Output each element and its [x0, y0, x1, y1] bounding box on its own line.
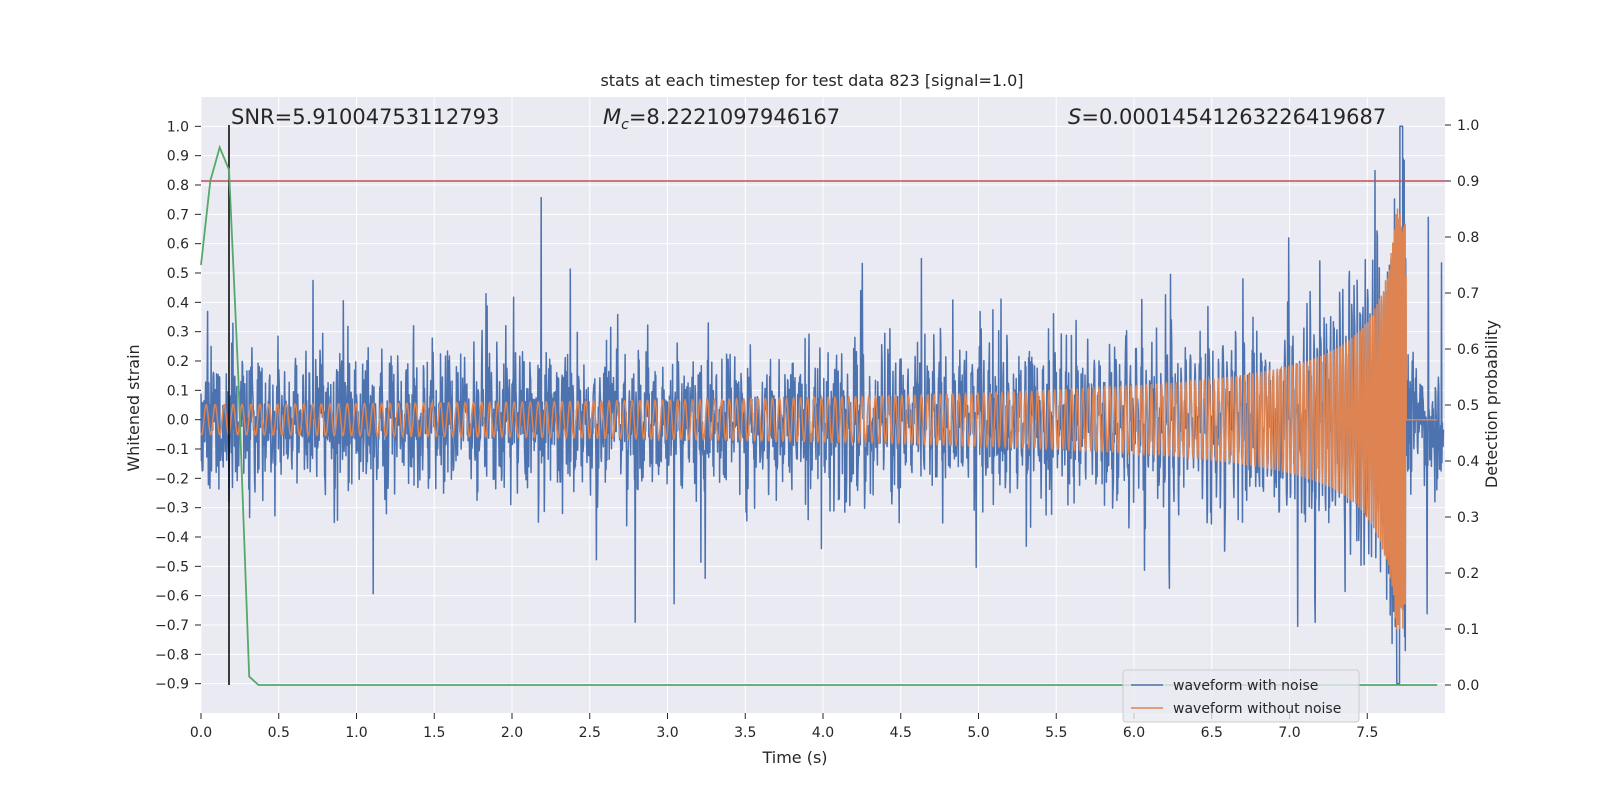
chirp-mass-value: =8.2221097946167	[629, 105, 840, 129]
y-right-tick-label: 0.3	[1457, 510, 1479, 526]
x-tick-label: 2.5	[579, 725, 601, 741]
chirp-mass-annotation: Mc=8.2221097946167	[603, 105, 840, 133]
x-tick-label: 6.0	[1123, 725, 1145, 741]
y-left-tick-label: −0.4	[155, 530, 189, 546]
y-left-tick-label: 0.2	[167, 354, 189, 370]
series-detection-probability	[200, 144, 1438, 686]
y-right-tick-label: 0.1	[1457, 622, 1479, 638]
x-tick-label: 4.0	[812, 725, 834, 741]
x-tick-label: 0.5	[268, 725, 290, 741]
y-left-tick-label: 0.3	[167, 325, 189, 341]
y-axis-right-title: Detection probability	[1482, 320, 1501, 488]
y-left-tick-label: 0.8	[167, 178, 189, 194]
y-left-tick-label: 0.0	[167, 413, 189, 429]
y-left-tick-label: 0.9	[167, 149, 189, 165]
y-right-tick-label: 0.0	[1457, 678, 1479, 694]
y-left-tick-label: −0.7	[155, 618, 189, 634]
y-left-tick-label: −0.5	[155, 559, 189, 575]
series-waveform-without-noise	[200, 208, 1438, 630]
snr-annotation: SNR=5.91004753112793	[231, 105, 499, 129]
y-left-tick-label: 0.4	[167, 295, 189, 311]
y-left-tick-label: −0.2	[155, 471, 189, 487]
x-tick-label: 3.0	[656, 725, 678, 741]
y-left-tick-label: −0.8	[155, 647, 189, 663]
x-tick-label: 6.5	[1201, 725, 1223, 741]
y-right-tick-label: 0.4	[1457, 454, 1479, 470]
y-left-tick-label: 0.7	[167, 207, 189, 223]
x-tick-label: 1.0	[345, 725, 367, 741]
y-left-tick-label: −0.1	[155, 442, 189, 458]
x-axis-title: Time (s)	[761, 748, 827, 767]
y-right-tick-label: 0.7	[1457, 286, 1479, 302]
x-tick-label: 7.5	[1356, 725, 1378, 741]
y-left-tick-label: −0.9	[155, 677, 189, 693]
x-tick-label: 0.0	[190, 725, 212, 741]
significance-symbol: S	[1068, 105, 1081, 129]
y-left-tick-label: −0.6	[155, 589, 189, 605]
chirp-mass-subscript: c	[621, 117, 629, 133]
x-tick-label: 5.0	[967, 725, 989, 741]
x-tick-label: 5.5	[1045, 725, 1067, 741]
legend-box	[1122, 669, 1360, 723]
legend: waveform with noise waveform without noi…	[1122, 669, 1360, 723]
y-right-tick-label: 0.9	[1457, 174, 1479, 190]
x-tick-label: 3.5	[734, 725, 756, 741]
y-axis-left-title: Whitened strain	[124, 344, 143, 471]
y-left-tick-label: 1.0	[167, 119, 189, 135]
significance-value: =0.00014541263226419687	[1081, 105, 1386, 129]
significance-annotation: S=0.00014541263226419687	[1068, 105, 1386, 129]
y-right-tick-label: 0.5	[1457, 398, 1479, 414]
x-tick-label: 4.5	[890, 725, 912, 741]
y-left-tick-label: −0.3	[155, 501, 189, 517]
y-right-tick-label: 0.2	[1457, 566, 1479, 582]
chart-title: stats at each timestep for test data 823…	[600, 71, 1023, 90]
x-tick-label: 1.5	[423, 725, 445, 741]
y-right-tick-label: 1.0	[1457, 118, 1479, 134]
y-right-tick-label: 0.8	[1457, 230, 1479, 246]
y-left-tick-label: 0.6	[167, 237, 189, 253]
chirp-mass-symbol: M	[603, 105, 621, 129]
legend-label-clean: waveform without noise	[1173, 701, 1341, 717]
x-tick-label: 7.0	[1278, 725, 1300, 741]
y-right-tick-label: 0.6	[1457, 342, 1479, 358]
legend-label-noisy: waveform with noise	[1173, 678, 1318, 694]
x-tick-label: 2.0	[501, 725, 523, 741]
y-left-tick-label: 0.5	[167, 266, 189, 282]
y-left-tick-label: 0.1	[167, 383, 189, 399]
